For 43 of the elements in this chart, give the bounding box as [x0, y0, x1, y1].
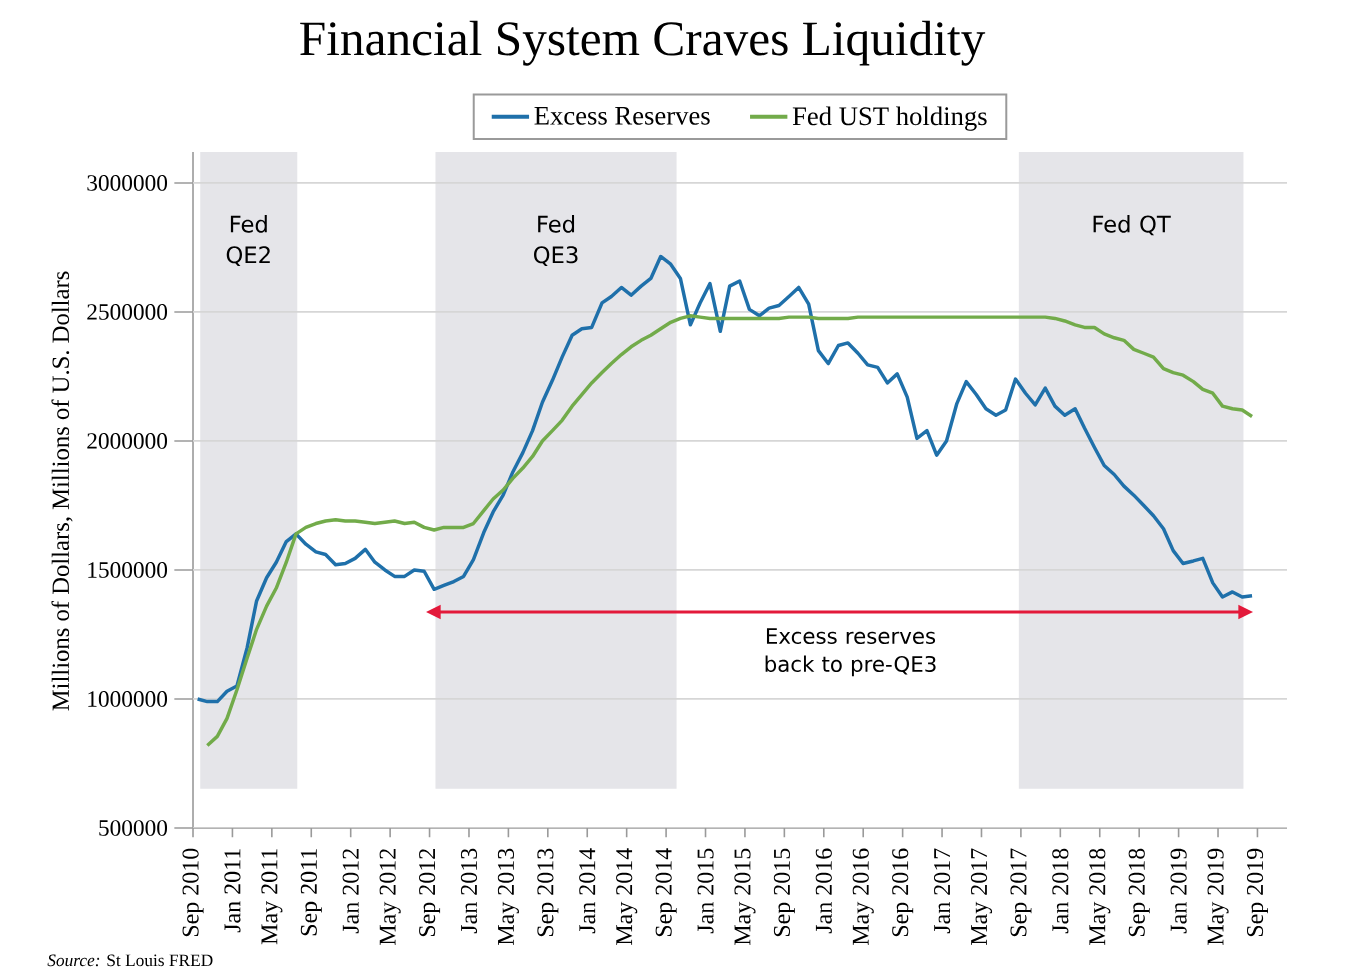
- x-tick-label: Jan 2019: [1170, 848, 1187, 934]
- x-tick-label: Sep 2013: [537, 848, 559, 937]
- band-label: Fed QT: [1093, 215, 1171, 236]
- y-tick-label: 1500000: [88, 562, 168, 578]
- x-tick-label: Sep 2012: [419, 849, 441, 937]
- legend-label: Fed UST holdings: [792, 106, 987, 131]
- x-tick-label: Jan 2016: [815, 848, 832, 934]
- x-tick-label: Jan 2018: [1052, 848, 1069, 934]
- x-tick-label: Jan 2017: [933, 848, 951, 934]
- x-tick-label: Jan 2013: [460, 848, 478, 934]
- x-tick-label: Sep 2016: [892, 848, 914, 937]
- x-tick-label: Sep 2017: [1010, 848, 1032, 937]
- y-tick-label: 2000000: [87, 433, 168, 449]
- y-tick-label: 500000: [99, 820, 168, 836]
- x-tick-label: Sep 2011: [300, 849, 322, 936]
- x-tick-label: May 2014: [616, 848, 638, 946]
- x-tick-label: Sep 2015: [773, 848, 795, 937]
- x-tick-label: Jan 2011: [224, 849, 241, 933]
- annotation: Excess reserves back to pre-QE3: [765, 628, 936, 677]
- x-tick-label: May 2015: [734, 848, 756, 946]
- x-tick-label: May 2011: [261, 849, 283, 945]
- x-tick-label: Sep 2018: [1128, 848, 1150, 937]
- x-tick-label: Sep 2019: [1246, 848, 1268, 937]
- x-tick-label: Jan 2012: [342, 849, 359, 934]
- y-tick-label: 2500000: [87, 304, 168, 320]
- x-tick-label: May 2016: [852, 848, 874, 946]
- y-axis-title: Millions of Dollars, Millions of U.S. Dollars: [51, 271, 73, 711]
- x-tick-label: Sep 2010: [182, 848, 204, 937]
- x-tick-label: May 2012: [379, 849, 401, 946]
- x-tick-label: May 2019: [1207, 848, 1229, 946]
- band-label: Fed QE3: [534, 215, 578, 266]
- legend-label: Excess Reserves: [534, 107, 710, 125]
- x-tick-label: Jan 2015: [697, 848, 714, 934]
- y-tick-label: 1000000: [88, 691, 168, 707]
- text: Source: St Louis FRED: [47, 954, 213, 967]
- band-label: Fed QE2: [226, 215, 270, 266]
- x-tick-label: Jan 2014: [579, 848, 596, 934]
- y-tick-label: 3000000: [87, 175, 168, 191]
- x-tick-label: May 2018: [1089, 848, 1111, 946]
- x-tick-label: Sep 2014: [655, 848, 677, 937]
- x-tick-label: May 2013: [497, 848, 519, 946]
- chart-title: Financial System Craves Liquidity: [300, 20, 986, 66]
- x-tick-label: May 2017: [970, 848, 993, 946]
